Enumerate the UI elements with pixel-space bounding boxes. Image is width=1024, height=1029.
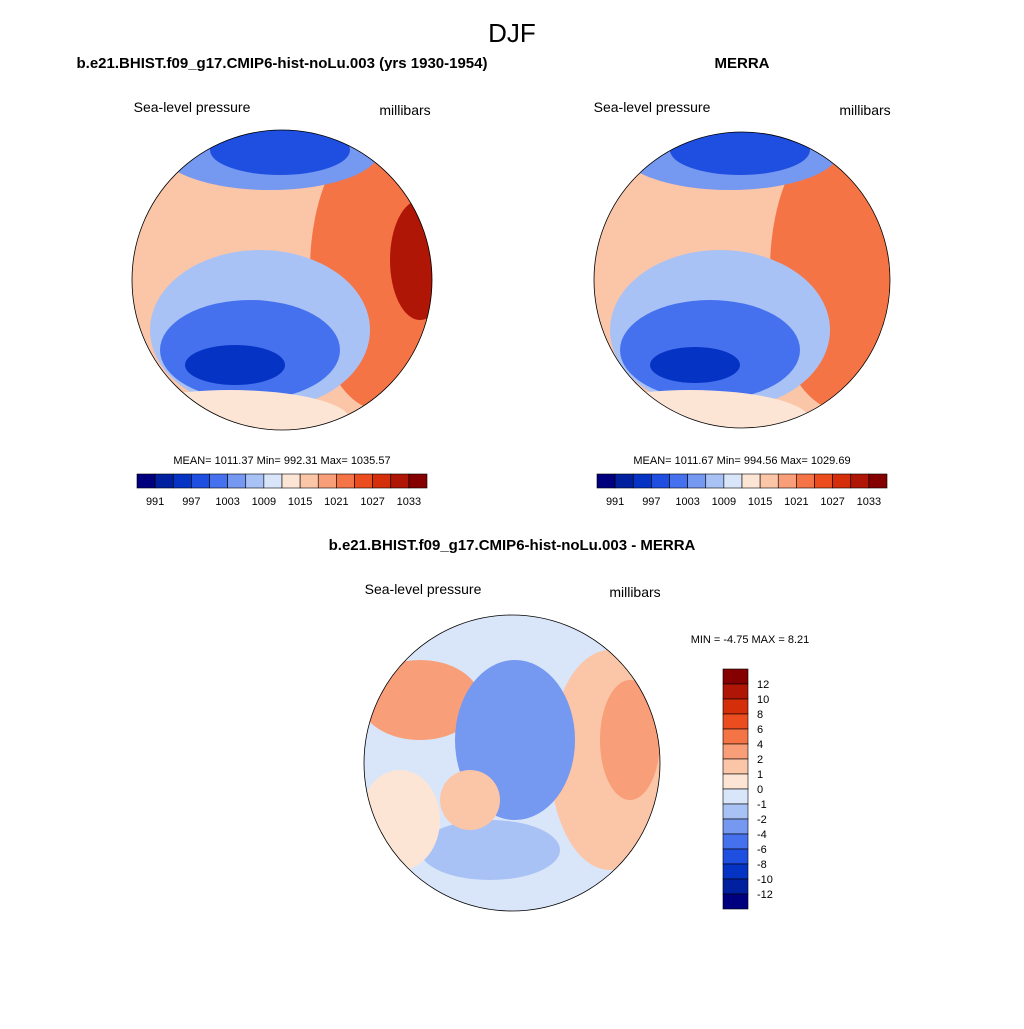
colorbar-label: 12 [757, 679, 769, 691]
colorbar-swatch [722, 833, 749, 850]
colorbar-swatch [154, 473, 174, 489]
colorbar-label: -8 [757, 859, 767, 871]
colorbar-swatch [209, 473, 228, 489]
colorbar-swatch [336, 473, 355, 489]
colorbar-swatch [722, 728, 749, 745]
colorbar-swatch [722, 683, 749, 700]
right-label: millibars [839, 102, 890, 118]
colorbar-label: 1 [757, 769, 763, 781]
colorbar-swatch [741, 473, 761, 489]
colorbar-label: 1021 [784, 496, 808, 508]
colorbar-swatch [722, 743, 749, 760]
right-label: millibars [609, 584, 660, 600]
colorbar-label: 1033 [857, 496, 881, 508]
colorbar-swatch [136, 473, 156, 489]
colorbar-label: 1033 [397, 496, 421, 508]
panel-title: MERRA [715, 55, 770, 72]
figure-title: DJF [488, 18, 536, 48]
stats: MIN = -4.75 MAX = 8.21 [691, 634, 810, 646]
colorbar-label: 10 [757, 694, 769, 706]
colorbar-swatch [263, 473, 283, 489]
colorbar-label: -12 [757, 889, 773, 901]
colorbar-swatch [299, 473, 319, 489]
colorbar-swatch [596, 473, 616, 489]
colorbar-swatch [722, 863, 749, 880]
colorbar-label: 1009 [252, 496, 276, 508]
colorbar-swatch [722, 878, 749, 895]
colorbar-swatch [722, 893, 749, 910]
colorbar-label: 1003 [675, 496, 699, 508]
colorbar-swatch [614, 473, 634, 489]
colorbar-swatch [245, 473, 265, 489]
colorbar-swatch [796, 473, 815, 489]
colorbar-label: 2 [757, 754, 763, 766]
map-border [593, 131, 891, 429]
colorbar-swatch [722, 668, 749, 685]
colorbar-label: -6 [757, 844, 767, 856]
colorbar-label: 997 [642, 496, 660, 508]
colorbar-swatch [317, 473, 337, 489]
colorbar-label: 991 [146, 496, 164, 508]
left-label: Sea-level pressure [365, 581, 482, 597]
colorbar-swatch [354, 473, 373, 489]
colorbar-swatch [832, 473, 852, 489]
left-label: Sea-level pressure [134, 99, 251, 115]
colorbar-label: 4 [757, 739, 763, 751]
map [364, 615, 660, 911]
right-label: millibars [379, 102, 430, 118]
colorbar-swatch [372, 473, 392, 489]
colorbar-swatch [227, 473, 247, 489]
colorbar-swatch [814, 473, 833, 489]
colorbar-label: 1021 [324, 496, 348, 508]
colorbar-swatch [722, 848, 749, 865]
colorbar-swatch [723, 473, 743, 489]
colorbar-label: -10 [757, 874, 773, 886]
colorbar-label: -4 [757, 829, 767, 841]
colorbar-label: 6 [757, 724, 763, 736]
map [132, 130, 432, 430]
colorbar-label: 997 [182, 496, 200, 508]
colorbar-label: 1027 [820, 496, 844, 508]
colorbar-swatch [850, 473, 870, 489]
map-border [363, 614, 661, 912]
colorbar-label: -1 [757, 799, 767, 811]
colorbar-swatch [705, 473, 725, 489]
colorbar-label: 1027 [360, 496, 384, 508]
colorbar-label: 0 [757, 784, 763, 796]
colorbar-label: -2 [757, 814, 767, 826]
colorbar-label: 1015 [748, 496, 772, 508]
colorbar-label: 1003 [215, 496, 239, 508]
map [594, 132, 890, 428]
colorbar-swatch [281, 473, 301, 489]
colorbar-swatch [390, 473, 410, 489]
colorbar-swatch [408, 473, 428, 489]
colorbar-swatch [722, 698, 749, 715]
colorbar-swatch [722, 803, 749, 820]
stats: MEAN= 1011.67 Min= 994.56 Max= 1029.69 [633, 455, 850, 467]
colorbar-label: 8 [757, 709, 763, 721]
map-border [131, 129, 433, 431]
colorbar-swatch [722, 758, 749, 775]
colorbar-swatch [651, 473, 670, 489]
left-label: Sea-level pressure [594, 99, 711, 115]
colorbar-swatch [632, 473, 652, 489]
colorbar-swatch [868, 473, 888, 489]
panel-title: b.e21.BHIST.f09_g17.CMIP6-hist-noLu.003 … [77, 55, 488, 72]
colorbar-swatch [759, 473, 779, 489]
colorbar-swatch [722, 713, 749, 730]
colorbar-swatch [172, 473, 192, 489]
colorbar-swatch [722, 773, 749, 790]
panel-title: b.e21.BHIST.f09_g17.CMIP6-hist-noLu.003 … [329, 537, 696, 554]
colorbar-label: 991 [606, 496, 624, 508]
colorbar-swatch [722, 788, 749, 805]
colorbar-swatch [777, 473, 797, 489]
colorbar-label: 1009 [712, 496, 736, 508]
stats: MEAN= 1011.37 Min= 992.31 Max= 1035.57 [173, 455, 390, 467]
colorbar-swatch [191, 473, 210, 489]
colorbar-swatch [687, 473, 707, 489]
colorbar-swatch [722, 818, 749, 835]
colorbar-label: 1015 [288, 496, 312, 508]
colorbar-swatch [669, 473, 688, 489]
